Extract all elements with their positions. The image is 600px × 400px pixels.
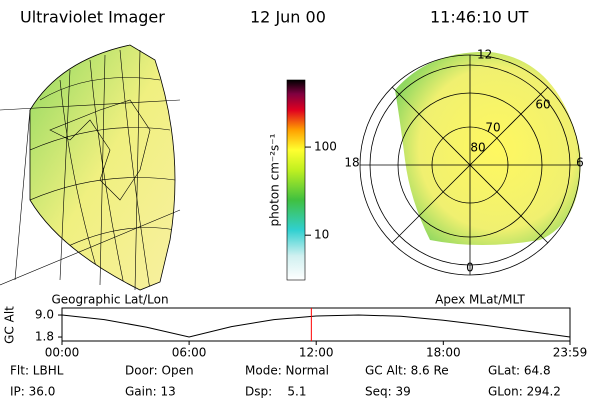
footer-field: Door: Open	[125, 364, 194, 378]
time: 11:46:10 UT	[430, 8, 529, 27]
x-tick-label: 00:00	[45, 346, 80, 360]
y-tick-label: 1.8	[35, 330, 54, 344]
colorbar-tick-label: 100	[314, 140, 337, 154]
y-tick-label: 9.0	[35, 308, 54, 322]
mlat-label: 70	[485, 121, 500, 135]
mlt-label: 18	[344, 156, 359, 170]
mlt-label: 6	[576, 156, 584, 170]
date: 12 Jun 00	[250, 8, 326, 27]
mlat-label: 80	[470, 141, 485, 155]
footer-field: Mode: Normal	[245, 364, 329, 378]
polar-caption: Apex MLat/MLT	[435, 293, 525, 307]
altitude-y-label: GC Alt	[3, 306, 17, 344]
footer-field: IP: 36.0	[10, 385, 55, 399]
footer-field: Dsp: 5.1	[245, 385, 307, 399]
x-tick-label: 18:00	[426, 346, 461, 360]
x-tick-label: 06:00	[172, 346, 207, 360]
colorbar-label: photon cm⁻²s⁻¹	[268, 133, 282, 226]
polar-image	[359, 51, 581, 276]
footer-field: GLat: 64.8	[488, 364, 551, 378]
instrument: Ultraviolet Imager	[20, 8, 165, 27]
footer-field: Gain: 13	[125, 385, 176, 399]
footer-field: Flt: LBHL	[10, 364, 64, 378]
mlt-label: 0	[466, 261, 474, 275]
footer-field: GC Alt: 8.6 Re	[365, 364, 449, 378]
colorbar-tick-label: 10	[314, 228, 329, 242]
geographic-caption: Geographic Lat/Lon	[51, 293, 168, 307]
footer-field: GLon: 294.2	[488, 385, 561, 399]
x-tick-label: 12:00	[299, 346, 334, 360]
colorbar	[286, 79, 306, 281]
geographic-image	[0, 44, 181, 291]
altitude-line	[61, 314, 571, 338]
footer-field: Seq: 39	[365, 385, 411, 399]
mlat-label: 60	[535, 98, 550, 112]
altitude-frame	[61, 307, 571, 342]
mlt-label: 12	[477, 48, 492, 62]
x-tick-label: 23:59	[553, 346, 588, 360]
